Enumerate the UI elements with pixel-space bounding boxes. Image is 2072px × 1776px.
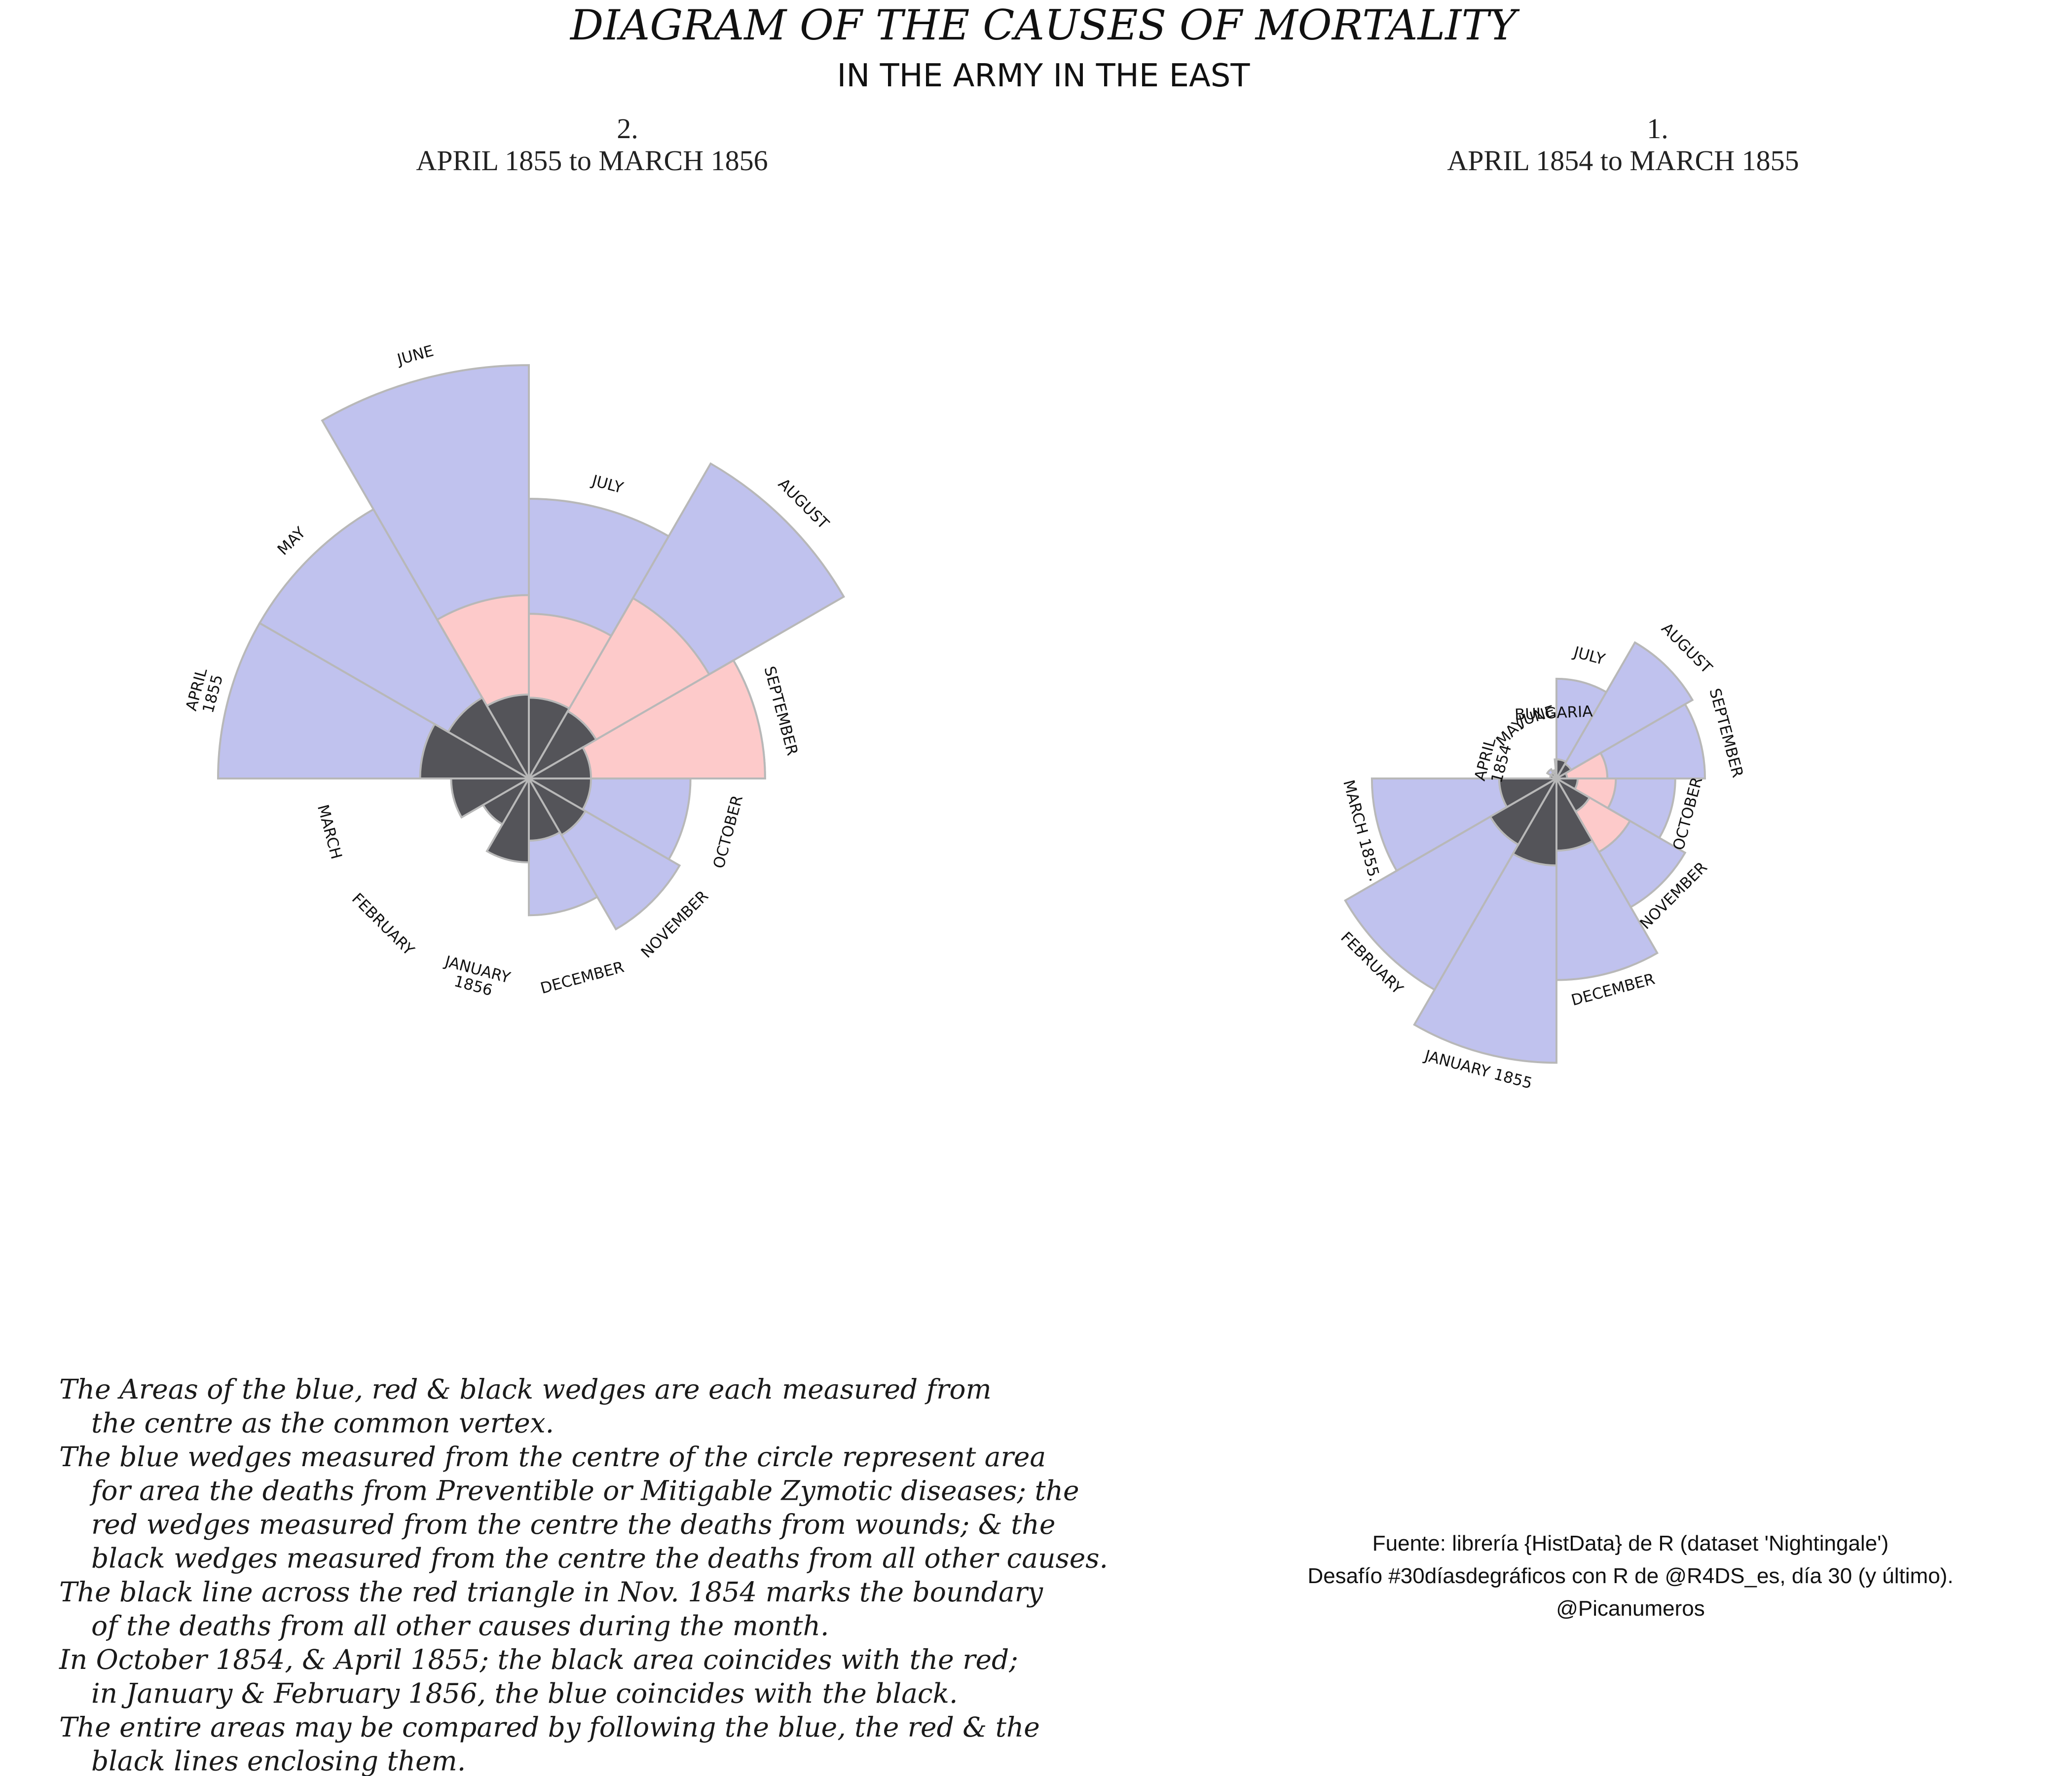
month-label-september: SEPTEMBER [760, 665, 801, 758]
explanation-notes: The Areas of the blue, red & black wedge… [59, 1373, 1108, 1776]
panel-2-period: APRIL 1855 to MARCH 1856 [416, 145, 768, 177]
chart-subtitle: IN THE ARMY IN THE EAST [837, 58, 1250, 94]
month-label-december: DECEMBER [539, 958, 626, 998]
source-line-2: Desafío #30díasdegráficos con R de @R4DS… [1307, 1564, 1953, 1588]
note-line-5: red wedges measured from the centre the … [91, 1509, 1055, 1540]
source-line-3: @Picanumeros [1556, 1596, 1704, 1621]
note-line-11: The entire areas may be compared by foll… [59, 1711, 1040, 1743]
wedge-other-august [526, 709, 598, 781]
note-line-9: In October 1854, & April 1855; the black… [59, 1644, 1018, 1675]
wedge-other-february [1489, 776, 1559, 846]
wedge-zymotic-august [1554, 641, 1694, 781]
wedge-other-august [1554, 762, 1573, 781]
note-line-1: The Areas of the blue, red & black wedge… [59, 1373, 992, 1405]
note-line-4: for area the deaths from Preventible or … [89, 1475, 1079, 1507]
panel-1-period: APRIL 1854 to MARCH 1855 [1447, 145, 1799, 177]
source-line-1: Fuente: librería {HistData} de R (datase… [1372, 1531, 1888, 1555]
wedge-other-july [528, 697, 571, 782]
month-label-march: MARCH [314, 803, 345, 861]
wedge-other-june [485, 693, 530, 782]
note-line-3: The blue wedges measured from the centre… [59, 1441, 1046, 1473]
wedge-other-november [526, 776, 587, 837]
month-label-july: JULY [1571, 643, 1607, 668]
wedge-zymotic-may [258, 508, 532, 781]
note-line-8: of the deaths from all other causes duri… [91, 1610, 829, 1642]
wedge-wounds-september [525, 659, 766, 779]
wedge-other-march-1855 [1498, 777, 1560, 809]
note-line-12: black lines enclosing them. [91, 1745, 466, 1776]
wedge-other-january-1856 [485, 775, 530, 864]
chart-title: DIAGRAM OF THE CAUSES OF MORTALITY [569, 1, 1520, 49]
wedge-other-march [450, 777, 533, 819]
month-label-april-1855: APRIL1855 [183, 666, 227, 717]
month-label-bulgaria: BULGARIA [1514, 703, 1593, 724]
note-line-7: The black line across the red triangle i… [59, 1576, 1043, 1608]
wedge-other-may [446, 696, 532, 781]
month-label-january-1856: JANUARY1856 [438, 952, 512, 1003]
panel-1-number: 1. [1647, 112, 1668, 145]
month-label-october: OCTOBER [710, 793, 746, 870]
wedge-other-january-1855 [1512, 775, 1557, 867]
month-label-february: FEBRUARY [348, 890, 417, 959]
month-label-september: SEPTEMBER [1705, 687, 1746, 780]
note-line-2: the centre as the common vertex. [91, 1407, 554, 1439]
month-label-may: MAY [274, 524, 309, 559]
note-line-6: black wedges measured from the centre th… [91, 1543, 1108, 1574]
note-line-10: in January & February 1856, the blue coi… [91, 1678, 958, 1709]
source-credits: Fuente: librería {HistData} de R (datase… [1307, 1531, 1953, 1621]
month-label-june: JUNE [395, 342, 436, 369]
month-label-july: JULY [589, 472, 625, 497]
wedge-other-april-1855 [419, 723, 533, 779]
panel-2-number: 2. [617, 112, 638, 145]
